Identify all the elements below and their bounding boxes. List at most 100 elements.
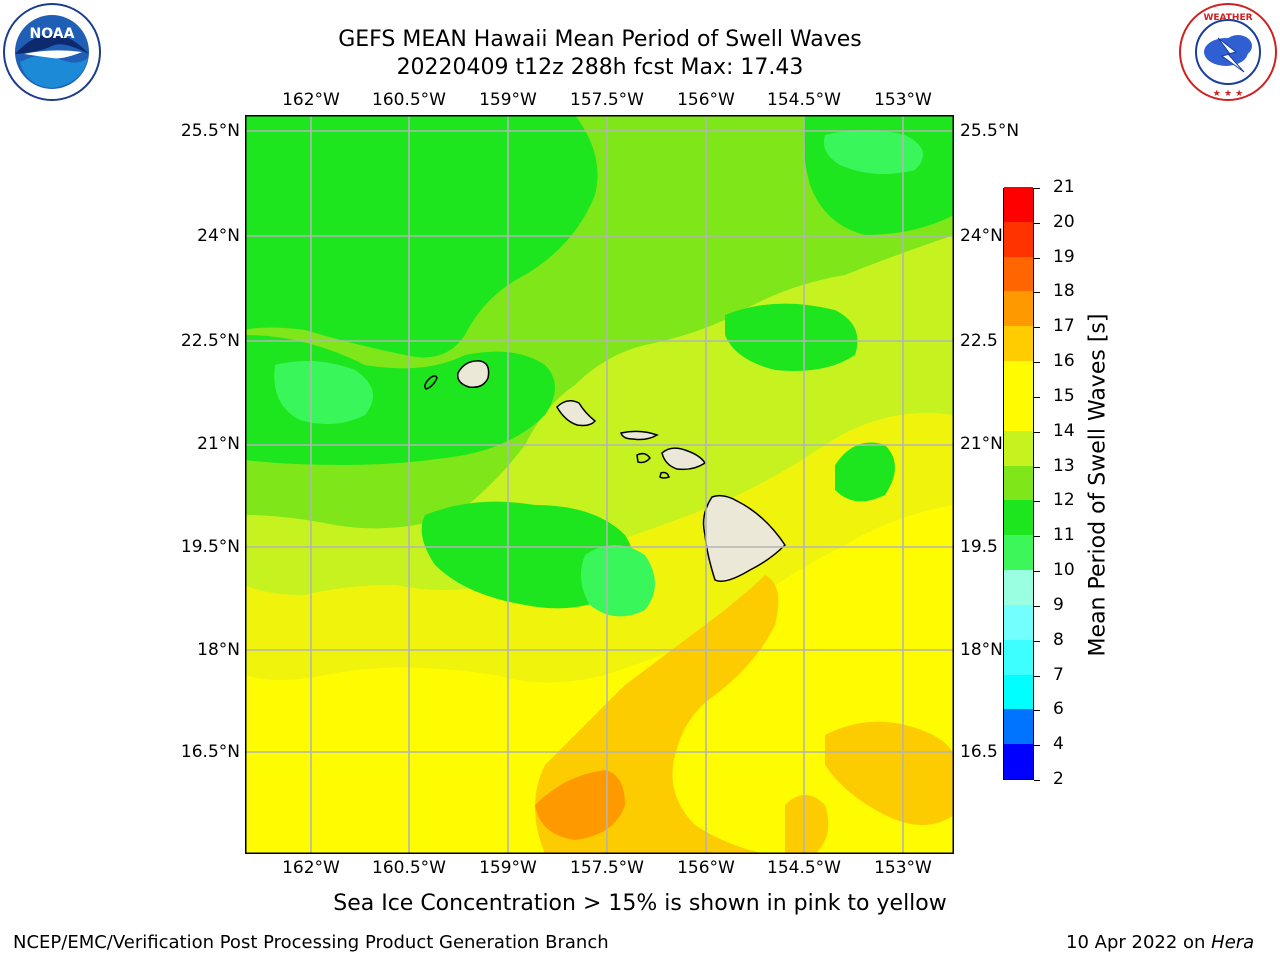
lon-label: 157.5°W bbox=[570, 858, 644, 878]
colorbar-tick-mark bbox=[1034, 396, 1040, 398]
colorbar-tick-label: 12 bbox=[1053, 490, 1075, 511]
colorbar-tick-mark bbox=[1034, 571, 1040, 573]
lon-label: 160.5°W bbox=[372, 90, 446, 110]
colorbar-tick-mark bbox=[1034, 745, 1040, 747]
graticule bbox=[245, 115, 954, 854]
colorbar-tick-label: 16 bbox=[1053, 351, 1075, 372]
lat-label: 24°N bbox=[960, 226, 1003, 246]
lat-label: 22.5°N bbox=[180, 331, 240, 351]
sea-ice-note: Sea Ice Concentration > 15% is shown in … bbox=[333, 891, 947, 916]
colorbar-tick-label: 15 bbox=[1053, 385, 1075, 406]
colorbar-tick-mark bbox=[1034, 466, 1040, 468]
island-lanai bbox=[636, 452, 651, 464]
lon-label: 153°W bbox=[874, 90, 932, 110]
colorbar-tick-mark bbox=[1034, 536, 1040, 538]
map-title: GEFS MEAN Hawaii Mean Period of Swell Wa… bbox=[338, 27, 862, 52]
colorbar-tick-label: 19 bbox=[1053, 246, 1075, 267]
hawaiian-islands bbox=[424, 360, 786, 582]
lon-label: 157.5°W bbox=[570, 90, 644, 110]
colorbar bbox=[1003, 186, 1034, 780]
colorbar-segment bbox=[1004, 221, 1033, 257]
colorbar-tick-mark bbox=[1034, 675, 1040, 677]
colorbar-tick-mark bbox=[1034, 257, 1040, 259]
colorbar-segment bbox=[1004, 569, 1033, 605]
colorbar-tick-mark bbox=[1034, 605, 1040, 607]
lat-label: 22.5 bbox=[960, 331, 998, 351]
field-10-11 bbox=[274, 361, 373, 424]
colorbar-segment bbox=[1004, 360, 1033, 396]
lon-label: 156°W bbox=[677, 858, 735, 878]
colorbar-segment bbox=[1004, 186, 1033, 222]
colorbar-tick-label: 8 bbox=[1053, 629, 1064, 650]
colorbar-tick-label: 7 bbox=[1053, 664, 1064, 685]
colorbar-tick-mark bbox=[1034, 640, 1040, 642]
lon-label: 159°W bbox=[479, 90, 537, 110]
colorbar-segment bbox=[1004, 395, 1033, 431]
colorbar-segment bbox=[1004, 256, 1033, 292]
island-hawaii bbox=[702, 494, 786, 582]
lat-label: 18°N bbox=[197, 640, 240, 660]
lon-label: 159°W bbox=[479, 858, 537, 878]
colorbar-tick-label: 14 bbox=[1053, 420, 1075, 441]
map-border bbox=[245, 115, 954, 854]
colorbar-tick-mark bbox=[1034, 222, 1040, 224]
colorbar-tick-label: 10 bbox=[1053, 560, 1075, 581]
field-17-18 bbox=[535, 770, 625, 840]
lon-label: 153°W bbox=[874, 858, 932, 878]
island-kauai bbox=[456, 360, 490, 389]
colorbar-tick-label: 20 bbox=[1053, 211, 1075, 232]
colorbar-segment bbox=[1004, 500, 1033, 536]
lat-label: 21°N bbox=[960, 434, 1003, 454]
island-oahu bbox=[556, 400, 597, 427]
lat-label: 16.5 bbox=[960, 742, 998, 762]
colorbar-tick-mark bbox=[1034, 501, 1040, 503]
noaa-logo: NOAA bbox=[3, 3, 101, 101]
swell-period-map bbox=[245, 115, 954, 854]
lat-label: 19.5°N bbox=[180, 537, 240, 557]
lon-label: 156°W bbox=[677, 90, 735, 110]
nws-logo: WEATHER ★ ★ ★ bbox=[1179, 3, 1277, 101]
colorbar-tick-label: 9 bbox=[1053, 594, 1064, 615]
lat-label: 21°N bbox=[197, 434, 240, 454]
colorbar-segment bbox=[1004, 291, 1033, 327]
island-maui bbox=[661, 447, 707, 471]
colorbar-segment bbox=[1004, 744, 1033, 779]
lat-label: 24°N bbox=[197, 226, 240, 246]
colorbar-tick-mark bbox=[1034, 710, 1040, 712]
colorbar-tick-mark bbox=[1034, 780, 1040, 781]
colorbar-tick-label: 17 bbox=[1053, 316, 1075, 337]
colorbar-tick-label: 13 bbox=[1053, 455, 1075, 476]
lon-label: 162°W bbox=[282, 90, 340, 110]
colorbar-segment bbox=[1004, 430, 1033, 466]
colorbar-tick-label: 6 bbox=[1053, 699, 1064, 720]
colorbar-segment bbox=[1004, 535, 1033, 571]
colorbar-tick-mark bbox=[1034, 362, 1040, 364]
colorbar-tick-mark bbox=[1034, 292, 1040, 294]
colorbar-tick-label: 2 bbox=[1053, 769, 1064, 789]
svg-text:★ ★ ★: ★ ★ ★ bbox=[1213, 89, 1243, 99]
colorbar-tick-mark bbox=[1034, 188, 1040, 189]
colorbar-segment bbox=[1004, 326, 1033, 362]
generation-date: 10 Apr 2022 on Hera bbox=[1066, 932, 1255, 953]
colorbar-segment bbox=[1004, 604, 1033, 640]
colorbar-segment bbox=[1004, 465, 1033, 501]
lon-label: 162°W bbox=[282, 858, 340, 878]
island-molokai bbox=[620, 430, 659, 441]
colorbar-tick-label: 18 bbox=[1053, 281, 1075, 302]
lat-label: 25.5°N bbox=[180, 121, 240, 141]
island-niihau bbox=[424, 375, 438, 390]
map-subtitle: 20220409 t12z 288h fcst Max: 17.43 bbox=[396, 55, 804, 80]
colorbar-tick-mark bbox=[1034, 431, 1040, 433]
colorbar-segment bbox=[1004, 639, 1033, 675]
noaa-logo-text: NOAA bbox=[30, 26, 75, 42]
colorbar-tick-label: 21 bbox=[1053, 177, 1075, 197]
lat-label: 25.5°N bbox=[960, 121, 1020, 141]
lat-label: 18°N bbox=[960, 640, 1003, 660]
colorbar-tick-mark bbox=[1034, 327, 1040, 329]
colorbar-segment bbox=[1004, 674, 1033, 710]
colorbar-tick-label: 11 bbox=[1053, 525, 1075, 546]
lon-label: 160.5°W bbox=[372, 858, 446, 878]
colorbar-tick-label: 4 bbox=[1053, 734, 1064, 755]
lat-label: 16.5°N bbox=[180, 742, 240, 762]
island-kahoolawe bbox=[659, 471, 670, 479]
